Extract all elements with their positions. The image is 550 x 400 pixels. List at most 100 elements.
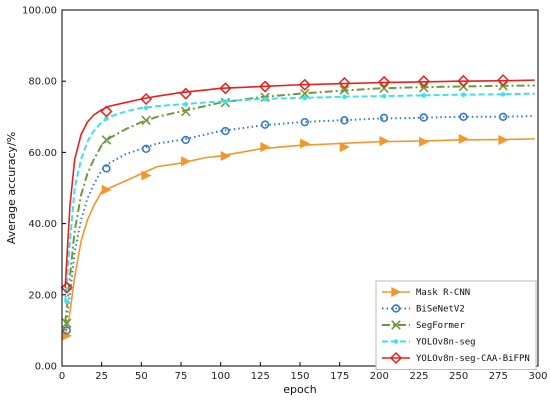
marker-circle bbox=[379, 113, 389, 123]
x-tick-label: 125 bbox=[251, 371, 270, 382]
x-tick-label: 175 bbox=[330, 371, 349, 382]
series-line bbox=[64, 79, 535, 288]
series-line bbox=[64, 92, 535, 302]
series-line bbox=[64, 84, 535, 324]
marker-diamond bbox=[219, 82, 232, 95]
marker-circle bbox=[221, 126, 230, 136]
marker-triangle bbox=[498, 134, 509, 145]
x-tick-label: 100 bbox=[211, 371, 230, 382]
marker-x-stroke bbox=[141, 115, 151, 126]
marker-circle bbox=[459, 112, 468, 122]
series-line bbox=[64, 138, 535, 338]
marker-triangle bbox=[101, 184, 112, 195]
marker-triangle bbox=[391, 286, 402, 298]
marker-x-stroke bbox=[101, 135, 112, 145]
y-tick-label: 100.00 bbox=[22, 6, 57, 17]
y-axis-title: Average accuracy/% bbox=[5, 132, 18, 244]
marker-dot bbox=[393, 339, 399, 344]
x-tick-label: 200 bbox=[370, 371, 389, 382]
legend-item: SegFormer bbox=[382, 320, 465, 331]
marker-x-stroke bbox=[299, 88, 310, 99]
marker-circle bbox=[498, 112, 508, 122]
marker-x-stroke bbox=[339, 85, 350, 95]
marker-x bbox=[61, 318, 72, 329]
series-3 bbox=[64, 92, 535, 305]
marker-circle bbox=[62, 326, 71, 335]
marker-circle bbox=[340, 116, 349, 125]
legend-label: YOLOv8n-seg bbox=[416, 338, 476, 348]
x-tick-label: 75 bbox=[175, 371, 188, 382]
legend-item: BiSeNetV2 bbox=[382, 304, 465, 315]
marker-triangle bbox=[339, 142, 350, 153]
x-tick-label: 150 bbox=[290, 371, 309, 382]
marker-x-stroke bbox=[418, 82, 429, 93]
marker-dot bbox=[500, 92, 506, 97]
marker-circle bbox=[300, 117, 309, 127]
marker-triangle bbox=[300, 138, 311, 149]
y-tick-label: 0.00 bbox=[35, 362, 57, 373]
x-axis-title: epoch bbox=[283, 383, 317, 396]
legend-label: BiSeNetV2 bbox=[416, 305, 465, 315]
marker-dot bbox=[183, 102, 189, 107]
plot-area bbox=[60, 74, 535, 341]
marker-dot bbox=[143, 105, 149, 111]
marker-triangle bbox=[220, 150, 231, 161]
marker-triangle bbox=[458, 133, 469, 144]
marker-diamond bbox=[457, 74, 470, 87]
marker-x bbox=[339, 85, 350, 95]
marker-dot bbox=[342, 94, 347, 100]
marker-dot bbox=[223, 99, 228, 104]
marker-diamond bbox=[259, 80, 272, 93]
legend-item: Mask R-CNN bbox=[382, 286, 470, 298]
x-tick-label: 300 bbox=[528, 371, 547, 382]
marker-diamond bbox=[338, 76, 351, 90]
marker-diamond bbox=[378, 75, 391, 88]
marker-x bbox=[141, 115, 151, 126]
marker-x-stroke bbox=[379, 83, 389, 94]
marker-x bbox=[418, 82, 429, 93]
marker-circle bbox=[102, 164, 111, 173]
marker-x bbox=[101, 135, 112, 145]
marker-triangle bbox=[181, 156, 192, 167]
marker-diamond bbox=[389, 351, 403, 365]
marker-x bbox=[391, 320, 401, 330]
legend-label: SegFormer bbox=[416, 321, 465, 331]
legend-item: YOLOv8n-seg-CAA-BiFPN bbox=[382, 351, 530, 365]
marker-dot bbox=[262, 96, 268, 102]
marker-diamond bbox=[298, 78, 311, 91]
marker-triangle bbox=[379, 135, 390, 147]
marker-circle bbox=[141, 144, 151, 154]
marker-x-stroke bbox=[391, 320, 401, 330]
marker-diamond bbox=[100, 105, 113, 118]
marker-diamond bbox=[140, 92, 153, 106]
series-0 bbox=[62, 133, 535, 341]
series-line bbox=[64, 115, 535, 331]
marker-x bbox=[299, 88, 310, 99]
marker-circle bbox=[391, 304, 401, 313]
marker-diamond bbox=[497, 74, 510, 87]
marker-dot bbox=[64, 299, 70, 305]
marker-x bbox=[180, 106, 191, 117]
series-1 bbox=[62, 112, 535, 335]
y-tick-label: 40.00 bbox=[28, 219, 57, 230]
legend: Mask R-CNN BiSeNetV2 SegFormer YOLOv8n-seg Y… bbox=[375, 280, 537, 370]
x-tick-label: 50 bbox=[135, 371, 148, 382]
x-tick-label: 250 bbox=[449, 371, 468, 382]
marker-dot bbox=[421, 93, 427, 98]
y-tick-label: 20.00 bbox=[28, 290, 57, 301]
axes: 0 25 50 75 100 125 150 175 200 225 250 275 300 0.00 20… bbox=[22, 6, 548, 383]
marker-diamond bbox=[417, 75, 430, 88]
marker-diamond bbox=[60, 281, 73, 294]
marker-dot bbox=[381, 93, 387, 99]
marker-x bbox=[379, 83, 389, 94]
series-4 bbox=[60, 74, 535, 294]
marker-x-stroke bbox=[180, 106, 191, 117]
marker-circle bbox=[260, 120, 270, 129]
marker-triangle bbox=[419, 136, 430, 147]
marker-circle bbox=[419, 113, 428, 122]
legend-label: Mask R-CNN bbox=[416, 288, 470, 298]
x-tick-label: 0 bbox=[59, 371, 65, 382]
marker-triangle bbox=[260, 142, 271, 153]
marker-dot bbox=[302, 95, 308, 101]
